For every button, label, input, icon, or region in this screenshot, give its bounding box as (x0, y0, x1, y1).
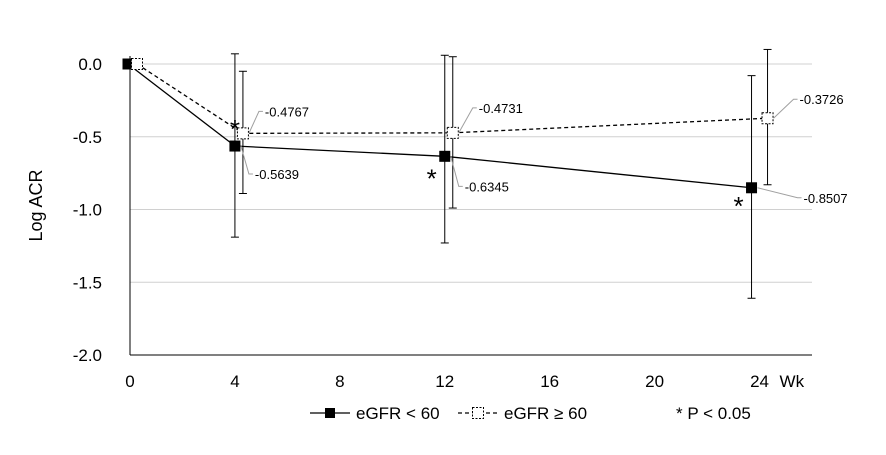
data-label-leader (450, 156, 463, 187)
data-label-leader (773, 98, 798, 119)
x-tick-label: 0 (125, 372, 134, 391)
series-line (127, 63, 752, 189)
data-point-marker (761, 112, 774, 125)
y-tick-label: -2.0 (73, 346, 102, 365)
significance-asterisk: * (427, 163, 437, 193)
legend: eGFR < 60 eGFR ≥ 60 * P < 0.05 (310, 404, 751, 423)
legend-label: eGFR ≥ 60 (504, 404, 587, 423)
x-tick-label: 8 (335, 372, 344, 391)
data-label-leader (240, 145, 253, 175)
x-tick-label: 24 (750, 372, 769, 391)
series-line (136, 63, 768, 135)
data-label-leader (757, 187, 802, 199)
x-tick-label: 4 (230, 372, 239, 391)
y-tick-label: -1.5 (73, 273, 102, 292)
data-point-marker (746, 182, 758, 194)
data-label: -0.4731 (479, 101, 523, 116)
legend-marker (325, 408, 335, 418)
y-tick-label: 0.0 (78, 55, 102, 74)
significance-asterisk: * (230, 114, 240, 144)
significance-asterisk: * (733, 191, 743, 221)
data-label: -0.3726 (800, 92, 844, 107)
data-label-leader (458, 107, 477, 134)
axis-layer: 0.0 -0.5 -1.0 -1.5 -2.0 0 4 8 12 16 20 24 Wk (73, 55, 812, 391)
legend-marker (472, 407, 484, 419)
y-tick-label: -0.5 (73, 128, 102, 147)
data-point-marker (236, 127, 249, 140)
x-tick-label: 12 (435, 372, 454, 391)
legend-label: eGFR < 60 (356, 404, 440, 423)
significance-footnote: * P < 0.05 (676, 404, 751, 423)
y-tick-label: -1.0 (73, 201, 102, 220)
x-tick-label: 20 (645, 372, 664, 391)
x-tick-label: 16 (540, 372, 559, 391)
data-point-marker (229, 140, 241, 152)
data-point-marker (439, 150, 451, 162)
y-axis-title: Log ACR (26, 169, 46, 241)
series-layer (122, 58, 774, 194)
data-label: -0.5639 (255, 167, 299, 182)
error-bars-layer (230, 48, 772, 299)
x-unit-label: Wk (780, 372, 805, 391)
data-label: -0.8507 (804, 191, 848, 206)
data-point-marker (131, 58, 143, 70)
grid-layer (130, 63, 812, 283)
data-point-marker (446, 126, 459, 139)
data-label-leader (248, 110, 263, 134)
data-label: -0.4767 (265, 104, 309, 119)
data-label: -0.6345 (465, 179, 509, 194)
data-labels-layer: -0.5639 -0.6345 -0.8507 -0.4767 -0.4731 -0.37… (230, 92, 848, 221)
